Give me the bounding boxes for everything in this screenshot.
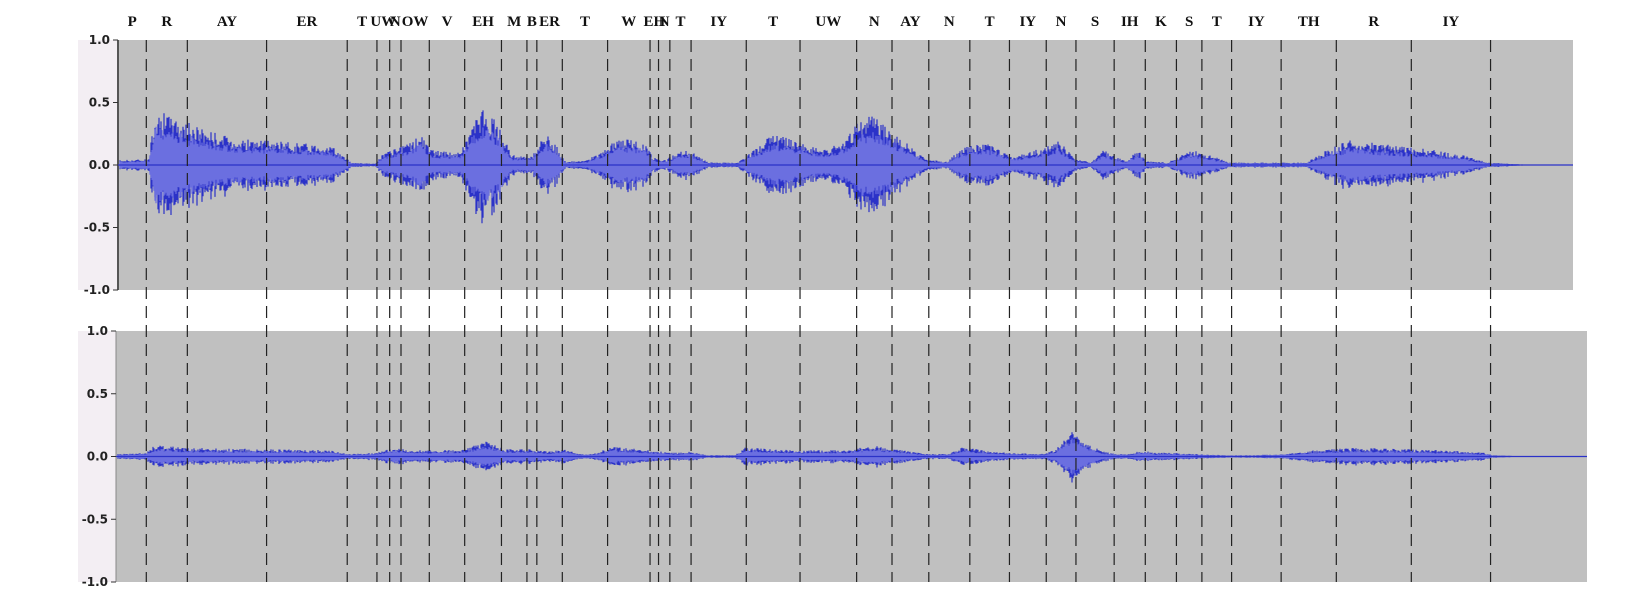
phoneme-label: B [527, 14, 537, 30]
phoneme-label: N [869, 14, 880, 30]
phoneme-label: V [442, 14, 453, 30]
y-tick-label: 0.0 [89, 158, 110, 172]
y-tick-label: -1.0 [82, 575, 108, 589]
phoneme-label: M [507, 14, 521, 30]
phoneme-label: K [1155, 14, 1167, 30]
phoneme-label: T [768, 14, 778, 30]
y-axis-strip [78, 331, 116, 582]
y-tick-label: -0.5 [84, 221, 110, 235]
phoneme-label: EH [472, 14, 494, 30]
phoneme-label: N [659, 14, 670, 30]
y-tick-label: 0.5 [87, 387, 108, 401]
phoneme-label: AY [217, 14, 237, 30]
waveform-panel-original: 1.0 0.5 0.0 -0.5 -1.0 [78, 33, 1573, 297]
phoneme-label: ER [539, 14, 560, 30]
phoneme-label: R [161, 14, 172, 30]
phoneme-label: T [985, 14, 995, 30]
phoneme-boundary-lines [145, 40, 1492, 582]
phoneme-label: UW [815, 14, 841, 30]
phoneme-label: N [1056, 14, 1067, 30]
phoneme-label: S [1091, 14, 1099, 30]
phoneme-label: IY [1248, 14, 1265, 30]
y-tick-label: 1.0 [89, 33, 110, 47]
phoneme-label: T [580, 14, 590, 30]
phoneme-label: P [128, 14, 137, 30]
phoneme-label: ER [296, 14, 317, 30]
phoneme-label: S [1185, 14, 1193, 30]
phoneme-label: T [675, 14, 685, 30]
phoneme-label: IY [1443, 14, 1460, 30]
waveform-panel-residual: 1.0 0.5 0.0 -0.5 -1.0 [78, 324, 1587, 589]
phoneme-label: N [390, 14, 401, 30]
phoneme-label-row: P R AY ER T UWN OW V EH M B ER T W EHN T IY T UW N AY N T IY N S I… [128, 14, 1460, 30]
phoneme-label: EH [643, 14, 665, 30]
phoneme-label: R [1368, 14, 1379, 30]
phoneme-label: IY [1019, 14, 1036, 30]
phoneme-label: AY [900, 14, 920, 30]
phoneme-label: IY [710, 14, 727, 30]
phoneme-label: UW [370, 14, 396, 30]
y-tick-label: -0.5 [82, 512, 108, 526]
y-tick-label: -1.0 [84, 283, 110, 297]
y-tick-label: 0.5 [89, 96, 110, 110]
y-tick-label: 0.0 [87, 450, 108, 464]
phoneme-label: IH [1121, 14, 1139, 30]
phoneme-label: T [357, 14, 367, 30]
phoneme-label: T [1212, 14, 1222, 30]
y-axis-strip [78, 40, 118, 290]
phoneme-label: OW [402, 14, 429, 30]
phoneme-label: W [621, 14, 636, 30]
phoneme-label: TH [1298, 14, 1320, 30]
y-tick-label: 1.0 [87, 324, 108, 338]
phoneme-label: N [944, 14, 955, 30]
